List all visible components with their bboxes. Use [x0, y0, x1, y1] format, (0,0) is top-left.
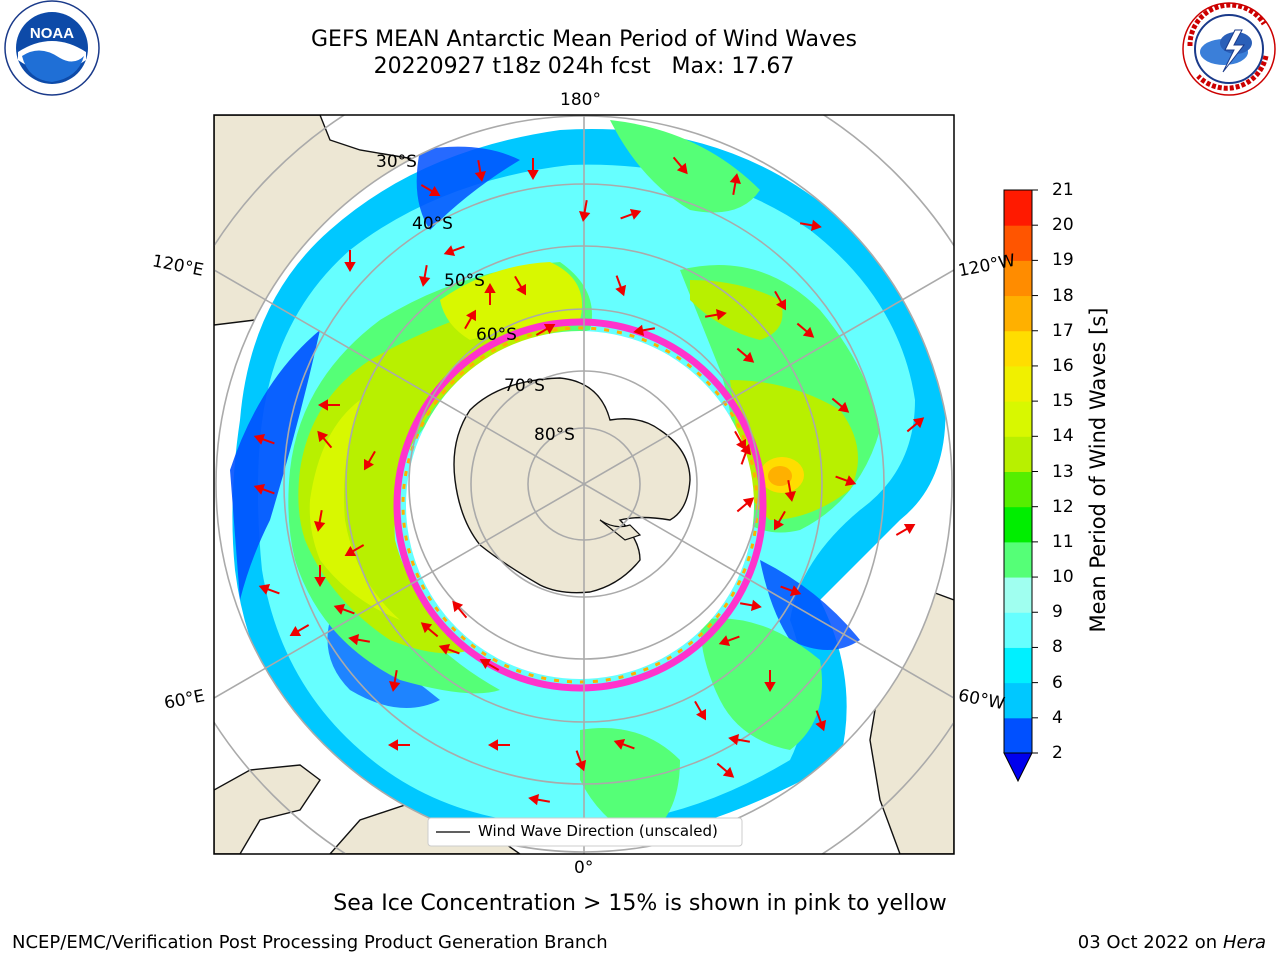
- noaa-logo: NOAA: [4, 0, 100, 96]
- colorbar-tick-label: 19: [1052, 250, 1074, 271]
- national-weather-service-logo: [1182, 2, 1276, 96]
- colorbar-tick-label: 12: [1052, 496, 1074, 517]
- colorbar-tick-label: 14: [1052, 426, 1074, 447]
- lat-label-50s: 50°S: [444, 271, 485, 291]
- colorbar-tick-label: 18: [1052, 285, 1074, 306]
- colorbar-tick-label: 20: [1052, 215, 1074, 236]
- colorbar-segment: [1004, 717, 1032, 754]
- date-stamp: 03 Oct 2022 on Hera: [1078, 932, 1266, 953]
- colorbar-segment: [1004, 190, 1032, 226]
- map-frame: [213, 114, 955, 855]
- colorbar-segment: [1004, 225, 1032, 261]
- colorbar-segment: [1004, 365, 1032, 402]
- legend-label: Wind Wave Direction (unscaled): [478, 822, 718, 840]
- colorbar-tick-label: 13: [1052, 461, 1074, 482]
- sea-ice-note: Sea Ice Concentration > 15% is shown in …: [333, 891, 947, 916]
- colorbar-segment: [1004, 436, 1032, 472]
- colorbar-segment: [1004, 541, 1032, 578]
- colorbar-tick-label: 11: [1052, 531, 1074, 552]
- lon-label-180: 180°: [560, 90, 601, 110]
- lat-label-80s: 80°S: [534, 425, 575, 445]
- arrow-legend: [427, 817, 743, 847]
- colorbar-tick-label: 17: [1052, 320, 1074, 341]
- colorbar-segment: [1004, 682, 1032, 719]
- colorbar-segment: [1004, 330, 1032, 367]
- colorbar-tick-label: 2: [1052, 743, 1063, 763]
- colorbar-segment: [1004, 577, 1032, 613]
- colorbar-segment: [1004, 506, 1032, 543]
- colorbar-segment: [1004, 471, 1032, 508]
- colorbar-tick-label: 6: [1052, 672, 1063, 693]
- svg-text:NOAA: NOAA: [30, 25, 74, 42]
- lat-label-30s: 30°S: [376, 152, 417, 172]
- colorbar-tick-label: 16: [1052, 355, 1074, 376]
- wind-wave-arrows: [253, 156, 925, 806]
- date-text: 03 Oct 2022 on: [1077, 932, 1218, 953]
- lon-label-0: 0°: [574, 858, 594, 878]
- colorbar-tick-label: 15: [1052, 391, 1074, 412]
- colorbar-segment: [1004, 260, 1032, 297]
- colorbar-segment: [1004, 401, 1032, 437]
- map-subtitle: 20220927 t18z 024h fcst Max: 17.67: [373, 54, 795, 79]
- host-name: Hera: [1222, 932, 1266, 953]
- map-title: GEFS MEAN Antarctic Mean Period of Wind …: [311, 27, 857, 52]
- graticule: [214, 115, 954, 854]
- colorbar-segment: [1004, 612, 1032, 648]
- lat-label-70s: 70°S: [504, 376, 545, 396]
- colorbar-tick-label: 10: [1052, 567, 1074, 588]
- colorbar-title: Mean Period of Wind Waves [s]: [1086, 307, 1110, 633]
- colorbar: [1003, 189, 1038, 783]
- colorbar-segment: [1004, 295, 1032, 332]
- colorbar-extend-triangle: [1003, 752, 1033, 783]
- credit-line: NCEP/EMC/Verification Post Processing Pr…: [12, 932, 608, 953]
- colorbar-tick-label: 4: [1052, 707, 1063, 728]
- lat-label-40s: 40°S: [412, 214, 453, 234]
- colorbar-tick-label: 9: [1052, 602, 1063, 623]
- lat-label-60s: 60°S: [476, 325, 517, 345]
- colorbar-tick-label: 8: [1052, 637, 1063, 658]
- colorbar-tick-label: 21: [1052, 180, 1074, 200]
- colorbar-segment: [1004, 647, 1032, 684]
